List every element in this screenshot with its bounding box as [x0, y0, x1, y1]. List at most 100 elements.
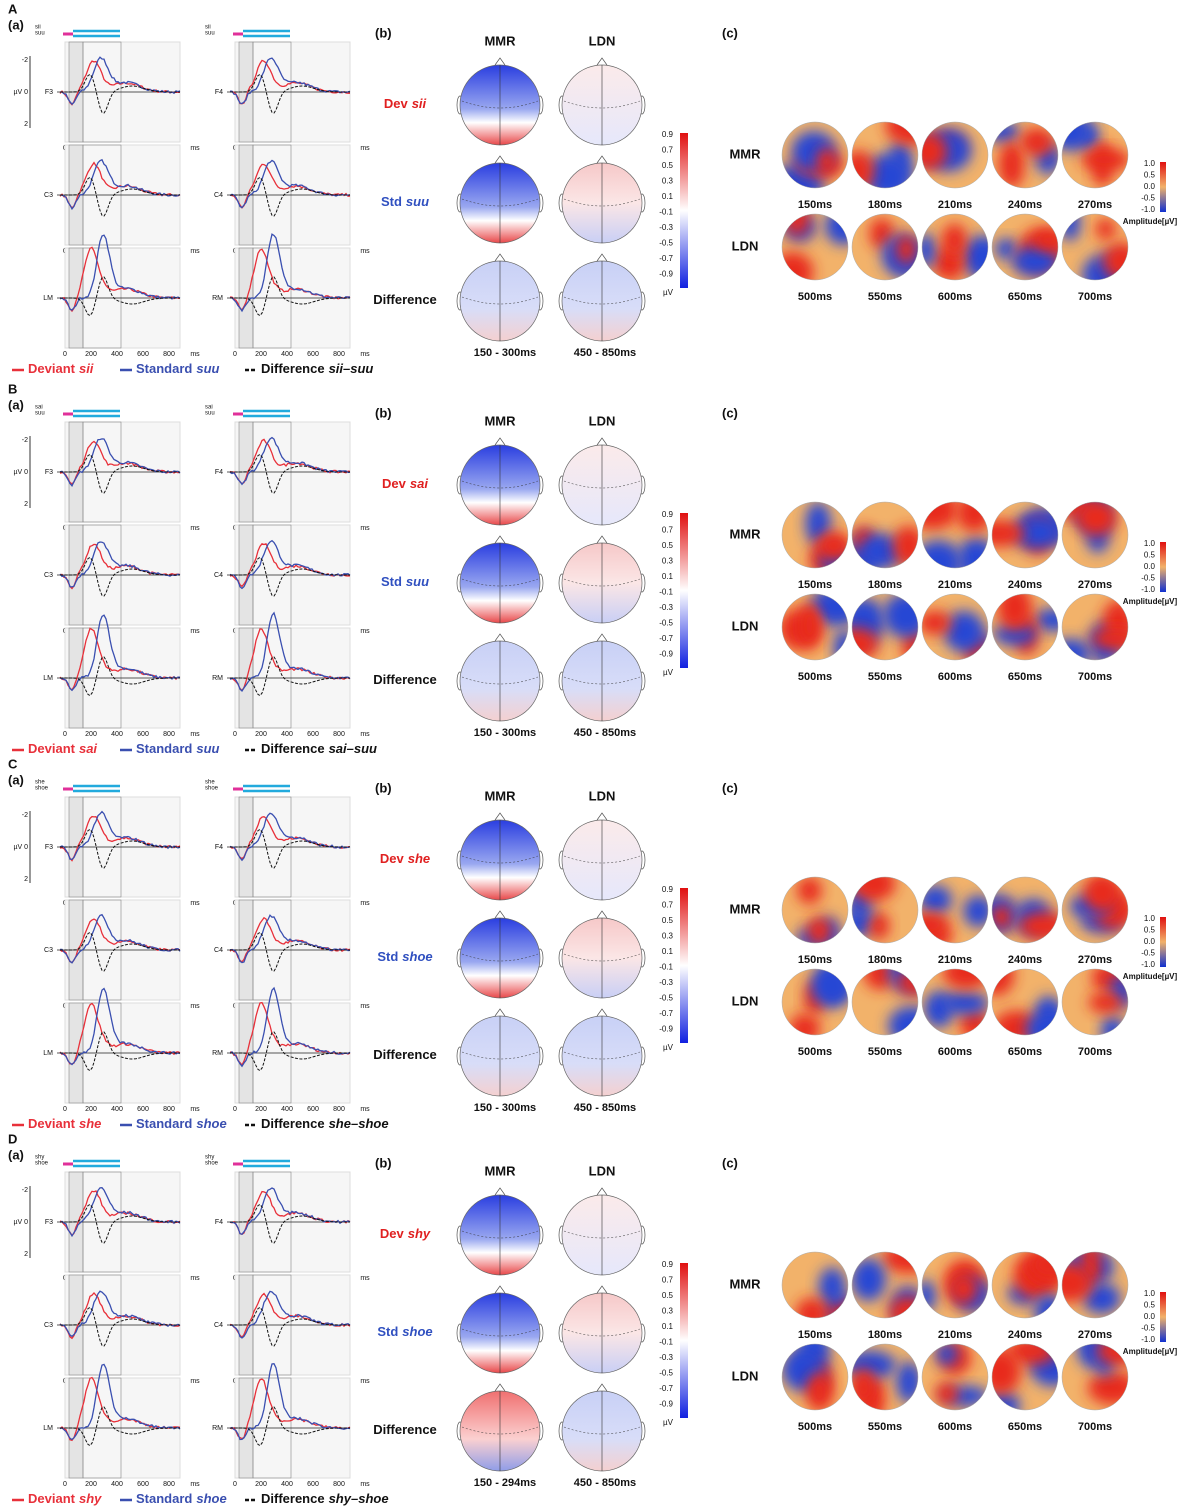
- column-label: LDN: [589, 1163, 616, 1178]
- legend-entry: Standard suu: [136, 741, 220, 756]
- colorbar-tick: -0.5: [1141, 574, 1155, 583]
- legend-word: sai: [79, 741, 97, 756]
- map-time: 500ms: [798, 1046, 832, 1058]
- legend-word: shoe: [196, 1116, 226, 1131]
- map-blob: [998, 141, 1025, 188]
- colorbar-tick: -0.9: [659, 270, 673, 279]
- map-blob: [868, 911, 890, 940]
- erp-wave: [60, 828, 180, 869]
- x-tick-label: 0: [233, 351, 237, 358]
- x-tick-label: ms: [360, 628, 370, 635]
- row-label: Std suu: [381, 574, 429, 589]
- map-outline: [921, 501, 989, 569]
- head-nose: [596, 1008, 608, 1017]
- colorbar-unit: µV: [663, 1418, 674, 1427]
- map-blob: [935, 1381, 959, 1406]
- x-tick-label: ms: [360, 248, 370, 255]
- colorbar-tick: 0.5: [662, 916, 674, 925]
- erp-wave: [230, 931, 350, 972]
- y-tick-label: µV 0: [13, 844, 28, 851]
- x-tick-label: ms: [360, 351, 370, 358]
- map-blob: [1033, 229, 1058, 250]
- scalp-map: [922, 1252, 988, 1318]
- map-time: 210ms: [938, 954, 972, 966]
- y-tick-label: -2: [22, 812, 28, 819]
- x-tick-label: 0: [63, 731, 67, 738]
- scalp-map: [782, 877, 848, 943]
- scalp-map: [1062, 1344, 1128, 1410]
- column-label: MMR: [484, 413, 516, 428]
- map-outline: [781, 876, 849, 944]
- erp-wave: [60, 656, 180, 697]
- legend-word: sai–suu: [329, 741, 377, 756]
- x-tick-label: 800: [163, 1106, 175, 1113]
- erp-wave: [230, 1203, 350, 1244]
- map-time: 240ms: [1008, 199, 1042, 211]
- map-blob: [852, 1368, 878, 1408]
- colorbar-tick: 0.0: [1144, 1312, 1156, 1321]
- map-time: 240ms: [1008, 579, 1042, 591]
- x-tick-label: ms: [190, 525, 200, 532]
- map-outline: [1061, 501, 1129, 569]
- colorbar-tick: 1.0: [1144, 1289, 1156, 1298]
- subpanel-label: (c): [722, 25, 738, 40]
- colorbar-unit: µV: [663, 288, 674, 297]
- map-time: 270ms: [1078, 954, 1112, 966]
- row-word: she: [408, 851, 430, 866]
- scalp-map: [992, 1344, 1058, 1410]
- x-tick-label: 600: [307, 1106, 319, 1113]
- row-word: shy: [408, 1226, 431, 1241]
- map-outline: [1061, 213, 1129, 281]
- scalp-map: [1062, 877, 1128, 943]
- scalp-map: [782, 122, 848, 188]
- colorbar-unit: Amplitude[µV]: [1123, 1347, 1178, 1356]
- map-blob: [940, 991, 988, 1015]
- row-prefix: Std: [377, 949, 398, 964]
- x-tick-label: 600: [307, 1481, 319, 1488]
- row-label: Dev sai: [382, 476, 428, 491]
- stimulus-label: sii: [35, 25, 41, 31]
- y-tick-label: 2: [24, 876, 28, 883]
- legend-word: shy: [79, 1491, 102, 1506]
- erp-wave: [230, 1406, 350, 1447]
- map-row-label: MMR: [729, 1276, 761, 1291]
- electrode-label: F3: [45, 1219, 53, 1226]
- colorbar-tick: -0.5: [1141, 949, 1155, 958]
- electrode-label: C4: [214, 947, 223, 954]
- scalp-map: [852, 214, 918, 280]
- legend-entry: Difference she–shoe: [261, 1116, 389, 1131]
- x-tick-label: 800: [333, 351, 345, 358]
- map-outline: [851, 968, 919, 1036]
- row-word: sii: [412, 96, 427, 111]
- map-outline: [851, 1251, 919, 1319]
- map-blob: [1062, 1262, 1093, 1303]
- x-tick-label: 600: [137, 1106, 149, 1113]
- map-blob: [1087, 1371, 1128, 1405]
- map-time: 500ms: [798, 671, 832, 683]
- map-blob: [1091, 627, 1128, 650]
- colorbar-tick: -0.5: [659, 239, 673, 248]
- legend-word: shoe: [196, 1491, 226, 1506]
- head-nose: [596, 812, 608, 821]
- stimulus-label: suu: [205, 31, 215, 37]
- subpanel-label: (a): [8, 397, 24, 412]
- erp-wave: [229, 233, 351, 313]
- map-time: 700ms: [1078, 1046, 1112, 1058]
- x-tick-label: 400: [111, 731, 123, 738]
- head-nose: [494, 910, 506, 919]
- map-outline: [921, 593, 989, 661]
- legend-word: she–shoe: [329, 1116, 389, 1131]
- window-label: 450 - 850ms: [574, 1477, 636, 1489]
- head-nose: [596, 155, 608, 164]
- window-label: 450 - 850ms: [574, 727, 636, 739]
- colorbar-tick: -0.5: [1141, 194, 1155, 203]
- electrode-label: C3: [44, 192, 53, 199]
- legend-label: Difference: [261, 361, 325, 376]
- scalp-map: [992, 1252, 1058, 1318]
- colorbar-unit: Amplitude[µV]: [1123, 597, 1178, 606]
- x-tick-label: 200: [255, 351, 267, 358]
- colorbar-tick: 0.3: [662, 177, 674, 186]
- legend-label: Deviant: [28, 1116, 76, 1131]
- window-label: 150 - 300ms: [474, 727, 536, 739]
- subpanel-label: (a): [8, 1147, 24, 1162]
